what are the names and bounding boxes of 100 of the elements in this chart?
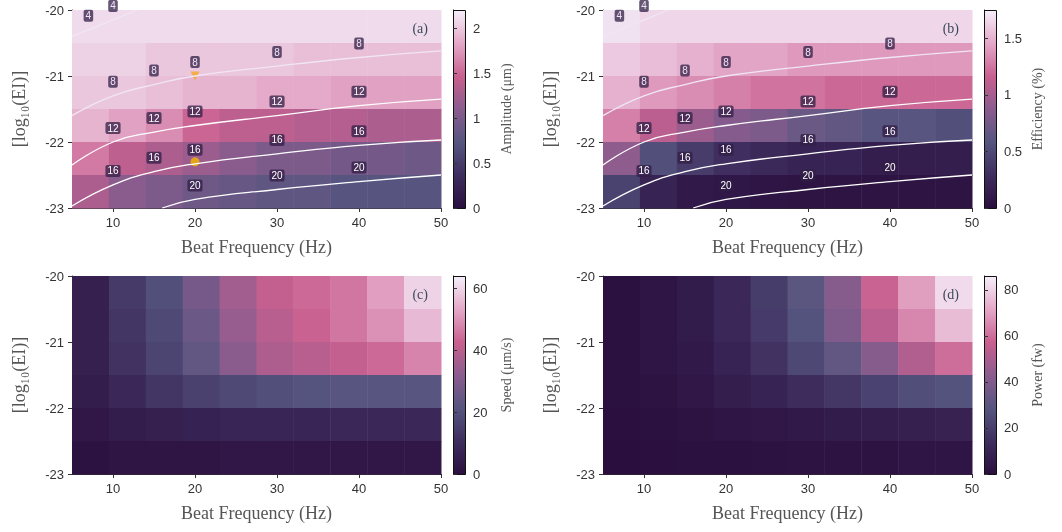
series-label: 16 xyxy=(107,165,119,177)
y-tick-label: -21 xyxy=(45,68,64,84)
series-label: 12 xyxy=(107,122,119,134)
y-tick-label: -22 xyxy=(576,134,595,150)
text: 12 xyxy=(884,86,896,98)
text: 8 xyxy=(682,65,688,77)
text: (d) xyxy=(942,286,960,303)
color-bar-label: 60 xyxy=(1004,328,1019,344)
text: 12 xyxy=(271,96,283,108)
color-bar-title: Amplitude (μm) xyxy=(498,63,515,155)
y-tick-label: -20 xyxy=(576,268,595,284)
text: 4 xyxy=(110,0,116,12)
text: 8 xyxy=(274,46,280,58)
text: 16 xyxy=(884,125,896,137)
color-bar-label: 0 xyxy=(473,466,481,482)
color-bar-label: 20 xyxy=(473,404,488,420)
x-tick-label: 10 xyxy=(636,481,652,496)
y-tick-label: -21 xyxy=(576,334,595,350)
color-bar-label: 0.5 xyxy=(1004,143,1023,159)
series-label: 4 xyxy=(641,0,648,12)
text: 12 xyxy=(189,106,201,117)
text: 12 xyxy=(679,112,691,124)
color-bar-label: 40 xyxy=(473,342,488,358)
text: 20 xyxy=(802,170,814,182)
text: 8 xyxy=(887,38,893,50)
color-bar-label: 1 xyxy=(473,110,481,126)
y-axis-title: [log₁₀(EI)] xyxy=(9,336,30,414)
y-tick-label: -23 xyxy=(576,200,595,216)
x-tick-label: 10 xyxy=(105,215,121,230)
color-bar-label: 0 xyxy=(1004,466,1012,482)
x-tick-label: 50 xyxy=(433,481,449,496)
y-tick-label: -23 xyxy=(45,200,64,216)
y-tick-label: -20 xyxy=(576,2,595,18)
x-tick-label: 50 xyxy=(433,215,449,230)
series-label: 20 xyxy=(720,179,732,191)
x-axis-title: Beat Frequency (Hz) xyxy=(181,237,332,258)
color-bar-label: 1 xyxy=(1004,87,1012,103)
x-tick-label: 40 xyxy=(351,215,367,230)
x-tick-label: 30 xyxy=(800,215,816,230)
series-label: 20 xyxy=(189,179,201,191)
y-tick-label: -20 xyxy=(45,268,64,284)
text: 16 xyxy=(353,125,365,137)
text: (a) xyxy=(412,20,429,37)
y-tick-label: -22 xyxy=(45,134,64,150)
x-tick-label: 50 xyxy=(964,215,980,230)
text: 16 xyxy=(189,144,201,156)
color-bar-label: 40 xyxy=(1004,374,1019,390)
text: 12 xyxy=(720,106,732,117)
color-bar-label: 2 xyxy=(473,20,481,36)
text: 12 xyxy=(148,112,160,124)
x-tick-label: 40 xyxy=(351,481,367,496)
color-bar-label: 1.5 xyxy=(473,65,492,81)
series-label: 4 xyxy=(85,10,92,22)
text: 4 xyxy=(616,10,623,22)
x-tick-label: 20 xyxy=(718,481,734,496)
text: 16 xyxy=(679,152,691,164)
color-bar-label: 0 xyxy=(1004,200,1012,216)
x-tick-label: 30 xyxy=(800,481,816,496)
text: 8 xyxy=(192,56,198,68)
color-bar-label: 60 xyxy=(473,280,488,296)
color-bar-label: 20 xyxy=(1004,420,1019,436)
series-label: 8 xyxy=(641,76,648,88)
x-axis-title: Beat Frequency (Hz) xyxy=(181,503,332,524)
text: 8 xyxy=(805,46,811,58)
color-bar-label: 0.5 xyxy=(473,155,492,171)
x-tick-label: 20 xyxy=(718,215,734,230)
x-tick-label: 10 xyxy=(636,215,652,230)
y-tick-label: -22 xyxy=(45,400,64,416)
text: 20 xyxy=(353,162,365,174)
y-tick-label: -21 xyxy=(45,334,64,350)
x-axis-title: Beat Frequency (Hz) xyxy=(712,503,863,524)
text: 16 xyxy=(720,144,732,156)
x-tick-label: 20 xyxy=(187,481,203,496)
x-tick-label: 50 xyxy=(964,481,980,496)
y-tick-label: -23 xyxy=(576,466,595,482)
text: 16 xyxy=(148,152,160,164)
y-axis-title: [log₁₀(EI)] xyxy=(9,70,30,148)
x-tick-label: 40 xyxy=(882,481,898,496)
color-bar-title: Power (fw) xyxy=(1029,342,1046,407)
text: 8 xyxy=(723,56,729,68)
y-axis-title: [log₁₀(EI)] xyxy=(540,70,561,148)
color-bar-label: 1.5 xyxy=(1004,30,1023,46)
x-tick-label: 10 xyxy=(105,481,121,496)
series-label: 8 xyxy=(110,76,117,88)
x-axis-title: Beat Frequency (Hz) xyxy=(712,237,863,258)
x-tick-label: 30 xyxy=(269,215,285,230)
text: 16 xyxy=(802,134,814,146)
color-bar-title: Speed (μm/s) xyxy=(498,337,515,413)
text: 8 xyxy=(151,65,157,77)
y-tick-label: -22 xyxy=(576,400,595,416)
text: 12 xyxy=(353,86,365,98)
text: (b) xyxy=(942,20,960,37)
x-tick-label: 40 xyxy=(882,215,898,230)
series-label: 16 xyxy=(638,165,650,177)
text: 12 xyxy=(802,96,814,108)
text: 8 xyxy=(356,38,362,50)
text: 20 xyxy=(271,170,283,182)
text: 16 xyxy=(271,134,283,146)
y-tick-label: -23 xyxy=(45,466,64,482)
series-label: 12 xyxy=(638,122,650,134)
